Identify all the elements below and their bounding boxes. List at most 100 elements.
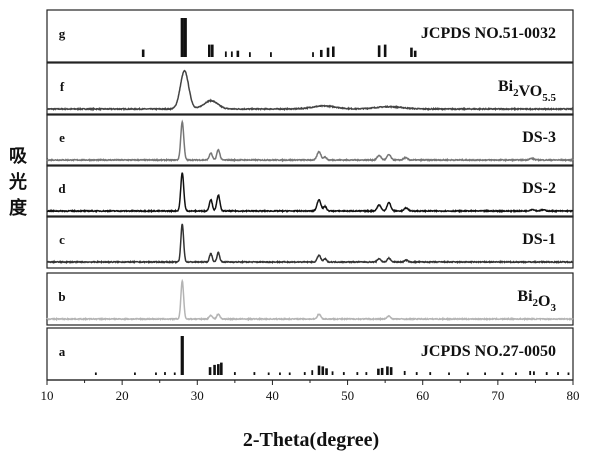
x-tick-label: 20 [116, 388, 129, 403]
reference-peak [248, 52, 251, 57]
panel-frame [46, 9, 574, 63]
reference-peak [288, 372, 291, 375]
reference-peak [230, 51, 233, 57]
reference-peak [319, 49, 323, 57]
reference-peak [466, 372, 469, 375]
reference-peak [183, 18, 187, 57]
reference-peak [377, 45, 381, 57]
reference-peak [312, 52, 314, 57]
reference-peak [356, 372, 359, 375]
reference-peak [211, 44, 214, 57]
x-tick-label: 10 [41, 388, 54, 403]
reference-peak [317, 365, 321, 375]
reference-peak [141, 49, 145, 57]
reference-peak [180, 18, 184, 57]
reference-peak [429, 372, 432, 375]
panel-letter: b [58, 289, 65, 304]
reference-peak [448, 372, 450, 375]
reference-peak [321, 366, 325, 375]
reference-peak [415, 372, 418, 375]
reference-peak [380, 367, 384, 375]
reference-peak [253, 372, 256, 375]
reference-peak [413, 50, 417, 57]
x-tick-label: 50 [341, 388, 354, 403]
panel-frame [46, 272, 574, 326]
reference-peak [233, 372, 236, 375]
panel-letter: a [59, 344, 66, 359]
xrd-pattern-line [46, 69, 574, 112]
panel-frame [46, 164, 574, 218]
reference-peak [484, 372, 486, 375]
reference-peak [213, 364, 216, 375]
reference-peak [557, 372, 559, 375]
series-name: JCPDS NO.27-0050 [421, 343, 556, 360]
panel-d: d DS-2 [46, 164, 574, 218]
reference-peak [208, 367, 212, 375]
panel-b: b Bi2O3 [46, 272, 574, 326]
reference-peak [410, 47, 413, 57]
reference-peak [134, 372, 136, 375]
reference-peak [389, 367, 393, 375]
panel-frame [46, 62, 574, 116]
x-tick-label: 70 [491, 388, 504, 403]
reference-peak [377, 368, 380, 375]
x-tick-label: 80 [567, 388, 580, 403]
reference-peak [173, 372, 176, 375]
panel-letter: c [59, 232, 65, 247]
reference-peak [365, 372, 368, 375]
reference-peak [279, 372, 281, 375]
panel-f: f Bi2VO5.5 [46, 62, 574, 116]
panel-letter: g [59, 26, 66, 41]
reference-peak [325, 368, 328, 375]
panel-c: c DS-1 [46, 215, 574, 269]
panel-letter: e [59, 130, 65, 145]
reference-peak [545, 372, 548, 375]
reference-peak [267, 372, 270, 375]
panels: g JCPDS NO.51-0032 f Bi2VO5.5 e DS-3 d DS-2 c DS-… [46, 9, 574, 381]
series-name: JCPDS NO.51-0032 [421, 25, 556, 42]
panel-letter: d [58, 181, 66, 196]
y-axis-label: 吸光度 [8, 146, 28, 219]
panel-a: a JCPDS NO.27-0050 [46, 327, 574, 381]
reference-peak [342, 372, 345, 375]
reference-peak [220, 362, 223, 375]
series-name: Bi2O3 [517, 288, 556, 314]
reference-peak [383, 44, 387, 57]
reference-peak [303, 372, 306, 375]
panel-letter: f [60, 79, 65, 94]
y-axis-label-text: 吸光度 [8, 146, 28, 219]
reference-peak [311, 370, 314, 375]
reference-peak [164, 372, 166, 375]
xrd-pattern-line [46, 119, 574, 163]
reference-peak [224, 51, 227, 57]
reference-peak [94, 372, 97, 375]
reference-peak [155, 372, 157, 375]
reference-peak [180, 336, 184, 375]
reference-peak [386, 366, 389, 375]
xrd-pattern-line [46, 172, 574, 214]
reference-peak [217, 364, 220, 375]
series-name: Bi2VO5.5 [498, 78, 557, 104]
reference-peak [529, 370, 532, 375]
x-tick-label: 60 [416, 388, 429, 403]
series-name: DS-3 [522, 129, 556, 146]
xrd-pattern-line [46, 223, 574, 265]
panel-frame [46, 215, 574, 269]
panel-e: e DS-3 [46, 113, 574, 167]
x-axis: 10 20 30 40 50 60 70 80 [41, 379, 580, 403]
reference-peak [501, 372, 504, 375]
reference-peak [208, 44, 211, 57]
reference-peak [403, 370, 406, 375]
reference-peak [270, 52, 272, 57]
xrd-pattern-line [46, 278, 574, 322]
x-tick-label: 30 [191, 388, 204, 403]
panel-g: g JCPDS NO.51-0032 [46, 9, 574, 63]
reference-peak [331, 371, 334, 375]
panel-frame [46, 113, 574, 167]
series-name: DS-1 [522, 231, 556, 248]
x-axis-label: 2-Theta(degree) [243, 429, 379, 451]
reference-peak [331, 46, 335, 57]
reference-peak [236, 50, 240, 57]
